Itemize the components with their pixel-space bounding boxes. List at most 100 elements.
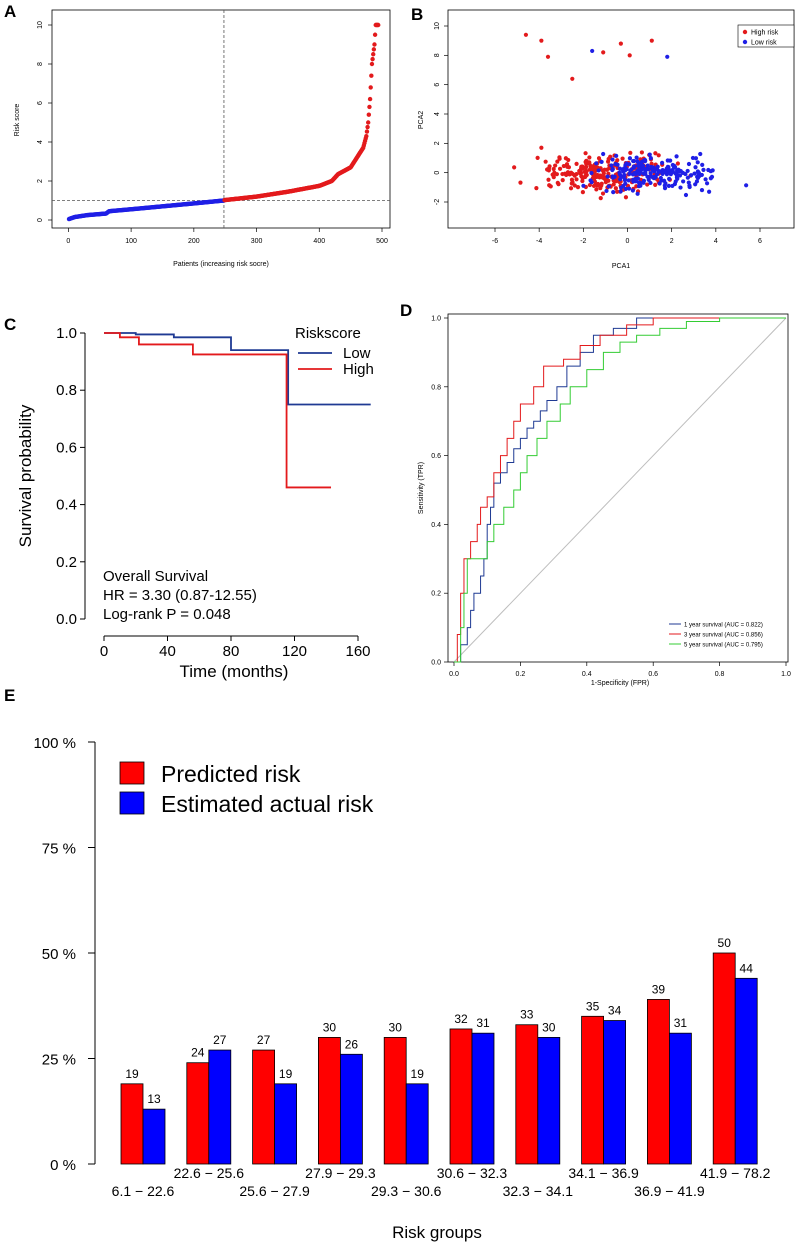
pca-point-low xyxy=(588,178,593,183)
pca-point-low xyxy=(673,179,678,184)
pca-point-high xyxy=(577,168,582,174)
risk-point-high xyxy=(365,124,370,130)
pca-point-low xyxy=(646,177,651,183)
pca-point-low xyxy=(695,160,700,165)
y-tick-label: 6 xyxy=(37,101,44,105)
y-tick-label: 0.6 xyxy=(431,453,441,460)
bar-value-label: 39 xyxy=(652,982,666,996)
pca-point-high xyxy=(582,169,587,174)
bar-actual xyxy=(669,1032,692,1165)
pca-point-high xyxy=(568,186,574,191)
y-tick-label: 0.8 xyxy=(431,384,441,391)
pca-point-low xyxy=(623,186,628,191)
pca-point-low xyxy=(703,177,708,182)
pca-point-low xyxy=(627,156,633,161)
pca-point-low xyxy=(657,181,662,186)
pca-point-high xyxy=(518,180,523,185)
pca-point-high xyxy=(639,150,644,155)
pca-point-low xyxy=(630,188,635,193)
pca-point-low xyxy=(646,167,651,172)
bar-value-label: 30 xyxy=(389,1020,403,1034)
pca-point-low xyxy=(744,183,749,188)
bar-value-label: 31 xyxy=(476,1016,490,1030)
pca-point-high xyxy=(649,161,654,166)
pca-point-low xyxy=(610,167,615,173)
x-tick-label: 40 xyxy=(159,643,176,660)
pca-point-low xyxy=(649,174,654,179)
risk-point-high xyxy=(367,104,372,110)
category-label: 30.6 − 32.3 xyxy=(437,1165,508,1181)
x-axis-label: PCA1 xyxy=(612,263,630,270)
pca-point-high xyxy=(553,163,558,168)
bar-value-label: 24 xyxy=(191,1046,205,1060)
bar-actual xyxy=(405,1083,429,1165)
legend-label: High xyxy=(343,361,374,378)
pca-point-low xyxy=(666,183,671,188)
bar-predicted xyxy=(317,1037,341,1165)
pca-point-low xyxy=(686,161,692,167)
pca-point-low xyxy=(700,162,705,167)
roc-curve-5yr xyxy=(454,317,786,663)
risk-point-high xyxy=(366,112,372,117)
pca-point-high xyxy=(575,185,581,190)
pca-point-high xyxy=(649,38,654,43)
legend-title: Riskscore xyxy=(295,325,361,342)
pca-point-high xyxy=(580,190,585,195)
pca-point-low xyxy=(645,174,650,179)
pca-point-high xyxy=(645,182,650,187)
pca-point-low xyxy=(626,178,631,183)
panel-d: 0.0 0.2 0.4 0.6 0.8 1.0 0.0 0.2 0.4 0.6 0.8 1.0 1-Sp… xyxy=(418,313,791,687)
pca-point-low xyxy=(662,185,668,191)
bar-actual xyxy=(603,1020,626,1165)
bar-value-label: 19 xyxy=(279,1067,293,1081)
pca-point-high xyxy=(592,176,597,181)
x-tick-label: 0.8 xyxy=(715,671,725,678)
x-tick-label: -4 xyxy=(536,238,542,245)
pca-point-high xyxy=(597,175,602,180)
plot-frame xyxy=(51,9,391,229)
pca-point-high xyxy=(653,151,658,156)
category-label: 29.3 − 30.6 xyxy=(371,1183,442,1199)
panel-letter-c: C xyxy=(4,315,16,334)
category-label: 41.9 − 78.2 xyxy=(700,1165,771,1181)
pca-point-high xyxy=(543,159,548,164)
pca-point-low xyxy=(642,158,647,163)
pca-point-low xyxy=(701,167,706,172)
pca-point-high xyxy=(545,167,550,172)
legend-label: Low risk xyxy=(751,40,777,47)
km-curve-low xyxy=(104,332,371,406)
pca-point-high xyxy=(557,166,563,171)
pca-point-low xyxy=(589,170,594,176)
bar-actual xyxy=(274,1083,298,1165)
pca-point-high xyxy=(580,178,585,184)
pca-point-low xyxy=(678,185,683,190)
pca-point-low xyxy=(635,176,641,181)
stat-annotation: Overall Survival xyxy=(103,568,208,585)
pca-point-low xyxy=(627,171,632,176)
y-tick-label: 0.4 xyxy=(56,497,77,514)
pca-point-high xyxy=(601,171,606,176)
bar-predicted xyxy=(712,952,736,1165)
roc-curve-1yr xyxy=(454,317,786,663)
pca-point-high xyxy=(587,155,592,160)
bar-value-label: 30 xyxy=(542,1020,556,1034)
bar-value-label: 50 xyxy=(718,936,732,950)
pca-point-high xyxy=(570,180,575,185)
pca-point-low xyxy=(674,154,679,159)
pca-point-high xyxy=(589,164,595,169)
bar-value-label: 34 xyxy=(608,1004,622,1018)
pca-point-high xyxy=(618,41,623,46)
pca-point-low xyxy=(693,156,699,161)
legend-label: High risk xyxy=(751,30,779,37)
x-tick-label: 80 xyxy=(223,643,240,660)
pca-point-high xyxy=(535,155,540,160)
pca-point-high xyxy=(595,181,601,187)
risk-point-high xyxy=(369,61,375,67)
pca-point-low xyxy=(605,174,610,179)
bar-value-label: 35 xyxy=(586,999,600,1013)
pca-point-high xyxy=(523,32,529,37)
pca-point-low xyxy=(692,171,697,176)
risk-point-high xyxy=(371,52,376,57)
pca-point-low xyxy=(673,171,678,176)
